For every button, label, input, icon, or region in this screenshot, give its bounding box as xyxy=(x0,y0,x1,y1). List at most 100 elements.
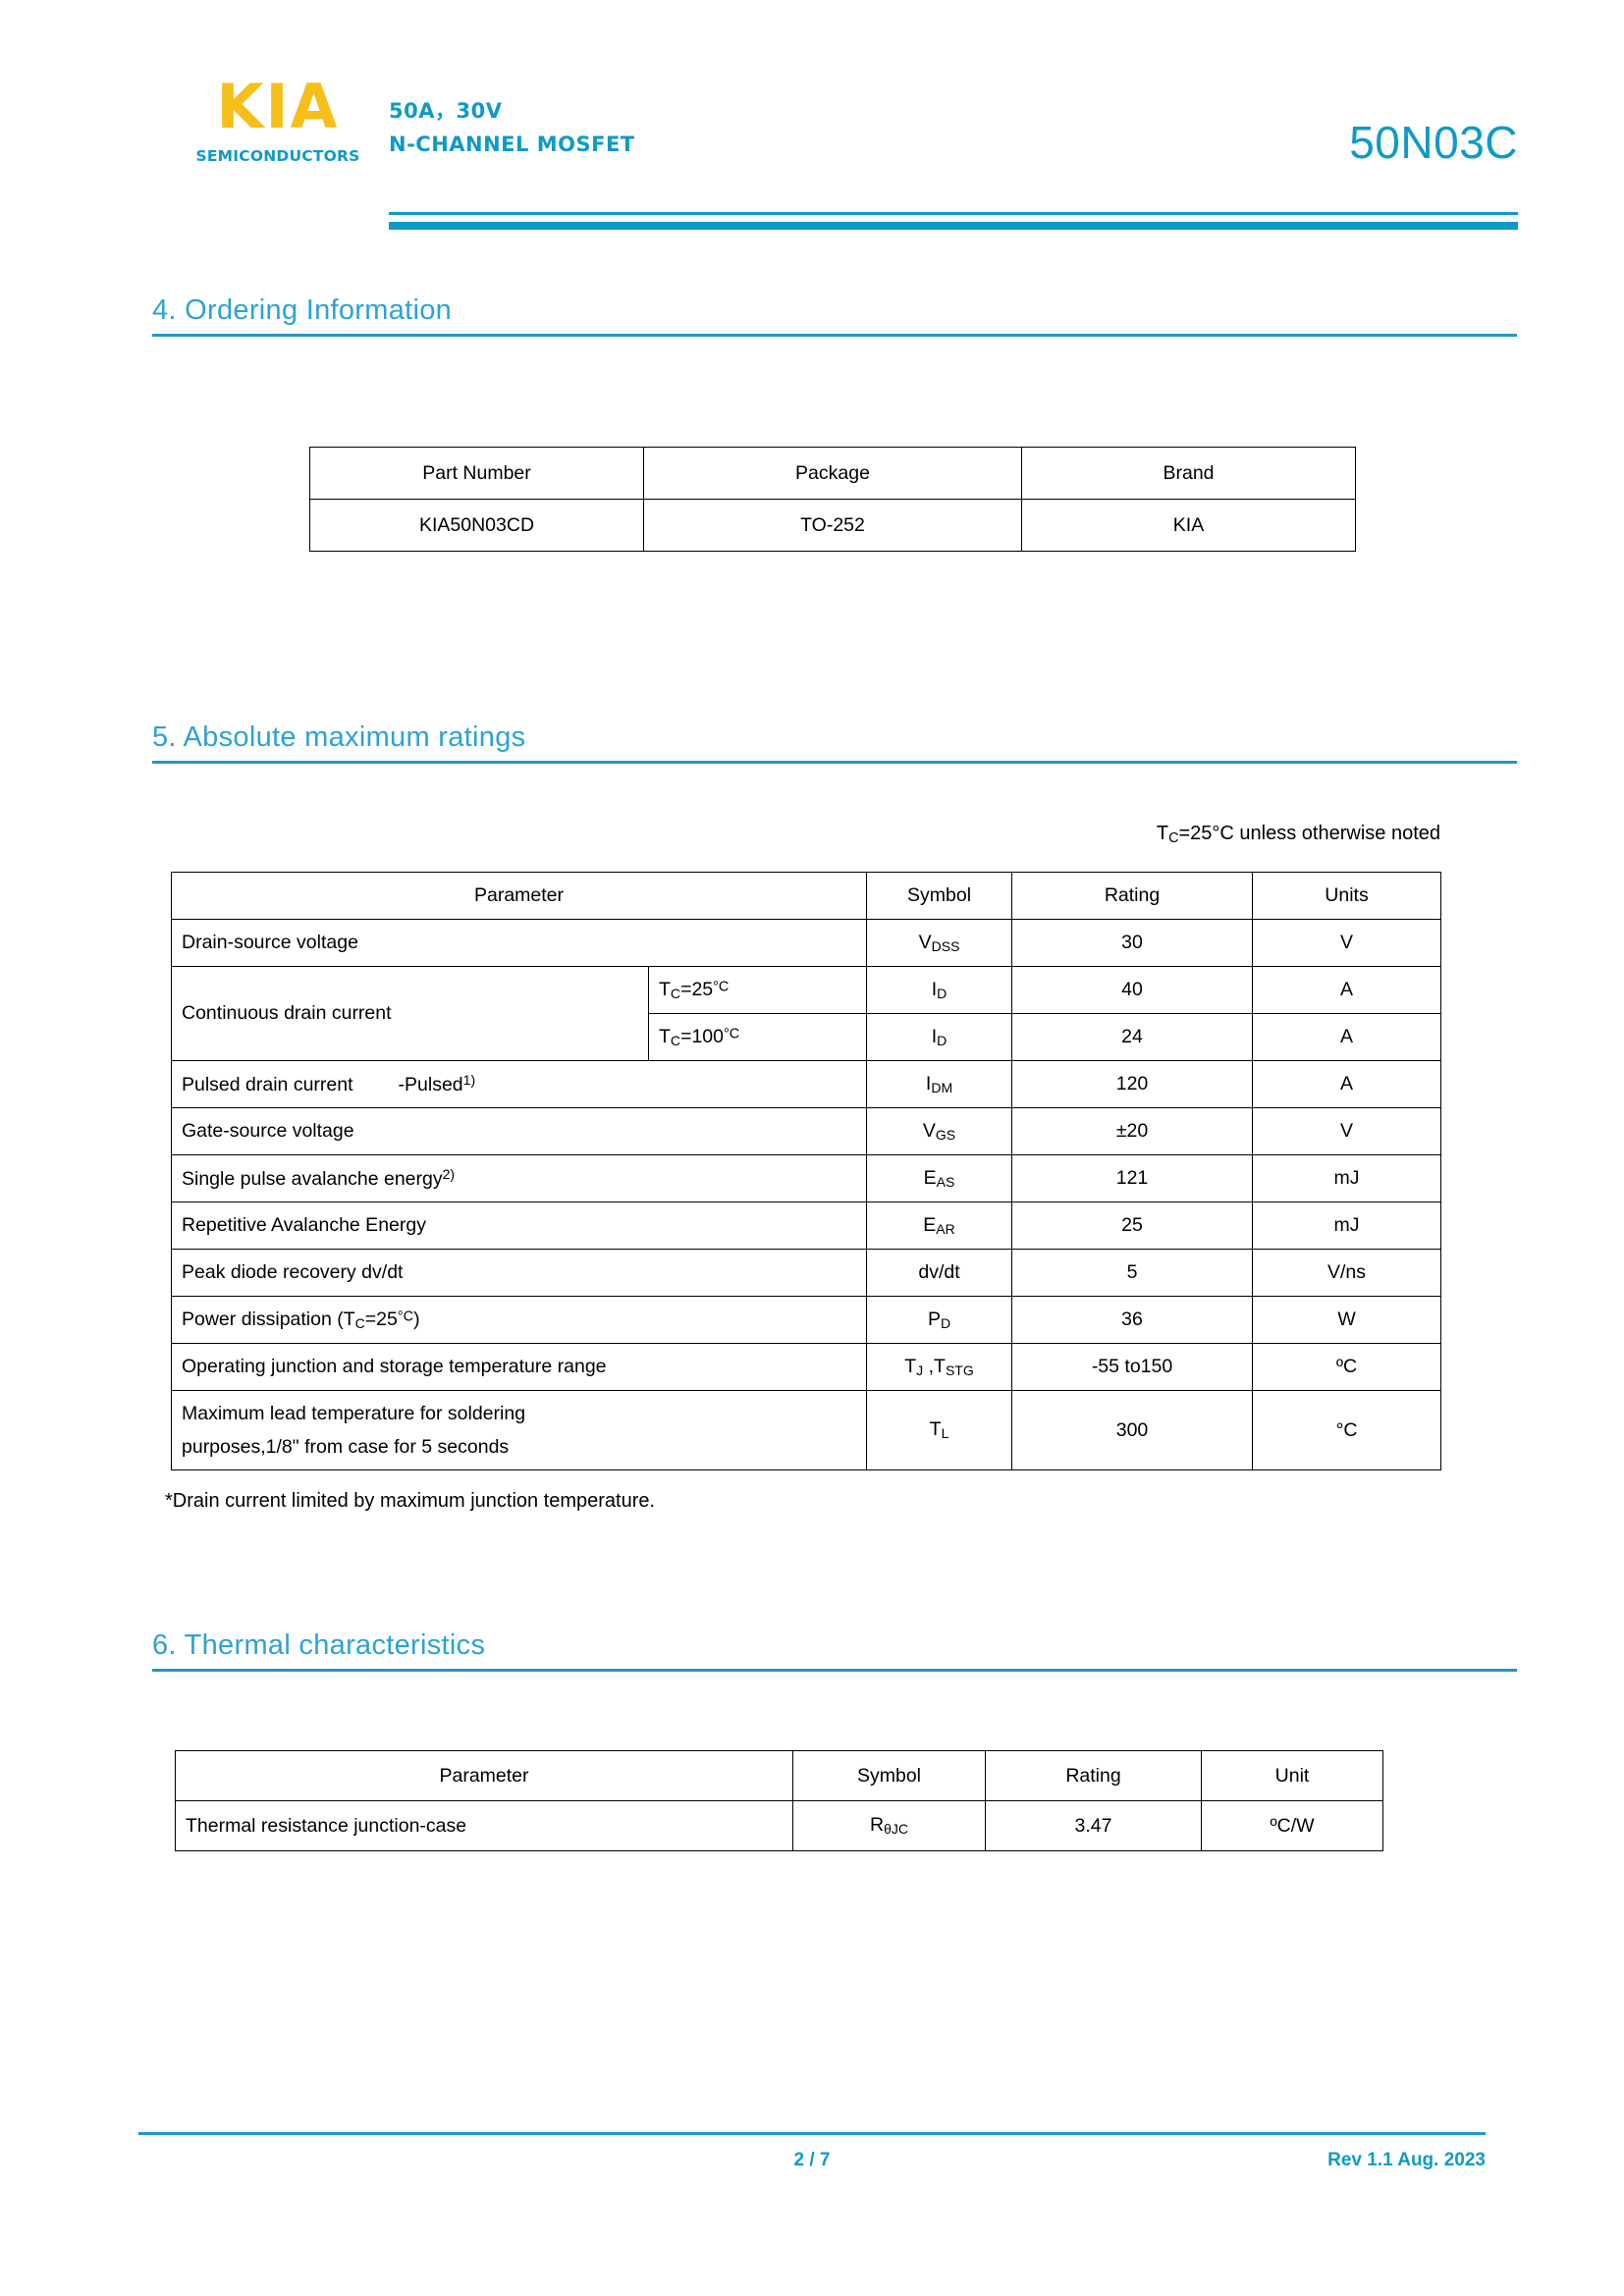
device-title-line2: N-CHANNEL MOSFET xyxy=(389,133,635,156)
table-row: Peak diode recovery dv/dt dv/dt 5 V/ns xyxy=(170,1249,1442,1297)
ratings-symbol-vgs: VGS xyxy=(866,1107,1013,1155)
ratings-footnote: *Drain current limited by maximum juncti… xyxy=(165,1490,656,1512)
ratings-header-symbol: Symbol xyxy=(866,872,1013,920)
thermal-header-unit: Unit xyxy=(1201,1750,1383,1801)
company-logo: KIA SEMICONDUCTORS xyxy=(175,77,381,166)
ratings-rating-eas: 121 xyxy=(1011,1154,1254,1202)
header-rule-thin xyxy=(389,212,1518,215)
ratings-param-gate-source-voltage: Gate-source voltage xyxy=(170,1107,868,1155)
table-row: Repetitive Avalanche Energy EAR 25 mJ xyxy=(170,1201,1442,1250)
param-text-3: ) xyxy=(413,1308,420,1330)
ratings-units-pd: W xyxy=(1252,1296,1442,1344)
ratings-rating-vgs: ±20 xyxy=(1011,1107,1254,1155)
param-line-1: Maximum lead temperature for soldering xyxy=(182,1403,526,1424)
ratings-units-dvdt: V/ns xyxy=(1252,1249,1442,1297)
thermal-param-resistance-junction-case: Thermal resistance junction-case xyxy=(175,1800,793,1851)
table-row: Drain-source voltage VDSS 30 V xyxy=(170,919,1442,967)
ratings-cond-tc-25: TC=25°C xyxy=(647,966,868,1014)
logo-subtitle-text: SEMICONDUCTORS xyxy=(195,147,360,165)
thermal-characteristics-table: Parameter Symbol Rating Unit Thermal res… xyxy=(175,1750,1383,1851)
header-rule-thick xyxy=(389,222,1518,230)
symbol-base: I xyxy=(925,1072,932,1095)
thermal-table-container: Parameter Symbol Rating Unit Thermal res… xyxy=(175,1750,1383,1851)
param-footnote-marker: 2) xyxy=(442,1166,456,1183)
ratings-param-repetitive-avalanche-energy: Repetitive Avalanche Energy xyxy=(170,1201,868,1250)
symbol-subscript: AR xyxy=(936,1221,955,1238)
ordering-cell-brand: KIA xyxy=(1021,499,1356,552)
symbol-subscript: L xyxy=(941,1425,949,1442)
ratings-symbol-id-100: ID xyxy=(866,1013,1013,1061)
table-row: Pulsed drain current -Pulsed1) IDM 120 A xyxy=(170,1060,1442,1108)
section-ratings-rule xyxy=(152,761,1517,764)
ratings-rating-dvdt: 5 xyxy=(1011,1249,1254,1297)
ratings-units-id-100: A xyxy=(1252,1013,1442,1061)
ratings-units-id-25: A xyxy=(1252,966,1442,1014)
symbol-subscript: GS xyxy=(935,1127,956,1144)
table-row: Operating junction and storage temperatu… xyxy=(170,1343,1442,1391)
ratings-param-power-dissipation: Power dissipation (TC=25°C) xyxy=(170,1296,868,1344)
ratings-symbol-tl: TL xyxy=(866,1390,1013,1470)
symbol-base: P xyxy=(927,1308,941,1330)
section-thermal-characteristics: 6. Thermal characteristics xyxy=(152,1629,1517,1672)
ordering-table: Part Number Package Brand KIA50N03CD TO-… xyxy=(309,447,1356,552)
symbol-subscript: D xyxy=(937,986,947,1002)
symbol-subscript: θJC xyxy=(884,1821,909,1838)
ratings-note-t: T xyxy=(1156,823,1169,844)
ratings-param-operating-storage-temperature: Operating junction and storage temperatu… xyxy=(170,1343,868,1391)
cond-subscript: C xyxy=(670,1033,681,1049)
symbol-subscript: D xyxy=(940,1315,951,1332)
symbol-base: E xyxy=(923,1213,937,1236)
table-row: Continuous drain current TC=25°C ID 40 A xyxy=(171,966,1442,1061)
symbol-base: V xyxy=(918,931,932,953)
ratings-units-vgs: V xyxy=(1252,1107,1442,1155)
ratings-symbol-ear: EAR xyxy=(866,1201,1013,1250)
section-ratings-title: 5. Absolute maximum ratings xyxy=(152,721,526,753)
thermal-units-rthjc: ºC/W xyxy=(1201,1800,1383,1851)
ratings-units-ear: mJ xyxy=(1252,1201,1442,1250)
ratings-header-rating: Rating xyxy=(1011,872,1254,920)
ratings-condition-note: TC=25°C unless otherwise noted xyxy=(0,823,1440,846)
ratings-symbol-pd: PD xyxy=(866,1296,1013,1344)
table-header-row: Part Number Package Brand xyxy=(309,447,1356,500)
cond-degree: °C xyxy=(724,1026,740,1042)
ratings-rating-tl: 300 xyxy=(1011,1390,1254,1470)
ordering-header-brand: Brand xyxy=(1021,447,1356,500)
device-title: 50A，30V N-CHANNEL MOSFET xyxy=(389,94,635,161)
ordering-cell-package: TO-252 xyxy=(643,499,1022,552)
ratings-symbol-eas: EAS xyxy=(866,1154,1013,1202)
cond-rest: =25 xyxy=(680,978,714,1000)
device-title-line1: 50A，30V xyxy=(389,99,503,123)
param-degree: °C xyxy=(397,1308,414,1325)
ratings-note-sub: C xyxy=(1168,830,1179,847)
cond-rest: =100 xyxy=(680,1025,724,1047)
footer-rule xyxy=(138,2132,1486,2135)
absolute-maximum-ratings-table: Parameter Symbol Rating Units Drain-sour… xyxy=(170,872,1442,1470)
ratings-param-pulsed-drain-current: Pulsed drain current -Pulsed1) xyxy=(170,1060,868,1108)
symbol-subscript: DSS xyxy=(931,938,960,955)
table-row: KIA50N03CD TO-252 KIA xyxy=(309,499,1356,552)
symbol-subscript: D xyxy=(937,1033,947,1049)
ratings-rating-vdss: 30 xyxy=(1011,919,1254,967)
symbol-base: I xyxy=(931,1025,938,1047)
cond-base: T xyxy=(659,978,671,1000)
table-row: TC=100°C ID 24 A xyxy=(172,1013,1442,1061)
ratings-units-tj-tstg: ºC xyxy=(1252,1343,1442,1391)
param-subscript: C xyxy=(354,1315,365,1332)
footer-revision: Rev 1.1 Aug. 2023 xyxy=(1327,2150,1486,2170)
ratings-symbol-id-25: ID xyxy=(866,966,1013,1014)
ratings-symbol-dvdt: dv/dt xyxy=(866,1249,1013,1297)
symbol-base: E xyxy=(923,1166,937,1189)
param-line-2: purposes,1/8" from case for 5 seconds xyxy=(182,1436,510,1458)
param-text-2: -Pulsed xyxy=(398,1073,463,1095)
ratings-units-idm: A xyxy=(1252,1060,1442,1108)
ratings-param-single-pulse-avalanche-energy: Single pulse avalanche energy2) xyxy=(170,1154,868,1202)
ratings-header-units: Units xyxy=(1252,872,1442,920)
param-text-2: =25 xyxy=(364,1308,398,1330)
thermal-symbol-rthjc: RθJC xyxy=(792,1800,986,1851)
ratings-table-container: Parameter Symbol Rating Units Drain-sour… xyxy=(170,872,1442,1470)
ordering-header-package: Package xyxy=(643,447,1022,500)
symbol-subscript-2: STG xyxy=(945,1362,974,1379)
section-thermal-title: 6. Thermal characteristics xyxy=(152,1629,486,1661)
ratings-rating-tj-tstg: -55 to150 xyxy=(1011,1343,1254,1391)
symbol-base: R xyxy=(869,1814,885,1837)
